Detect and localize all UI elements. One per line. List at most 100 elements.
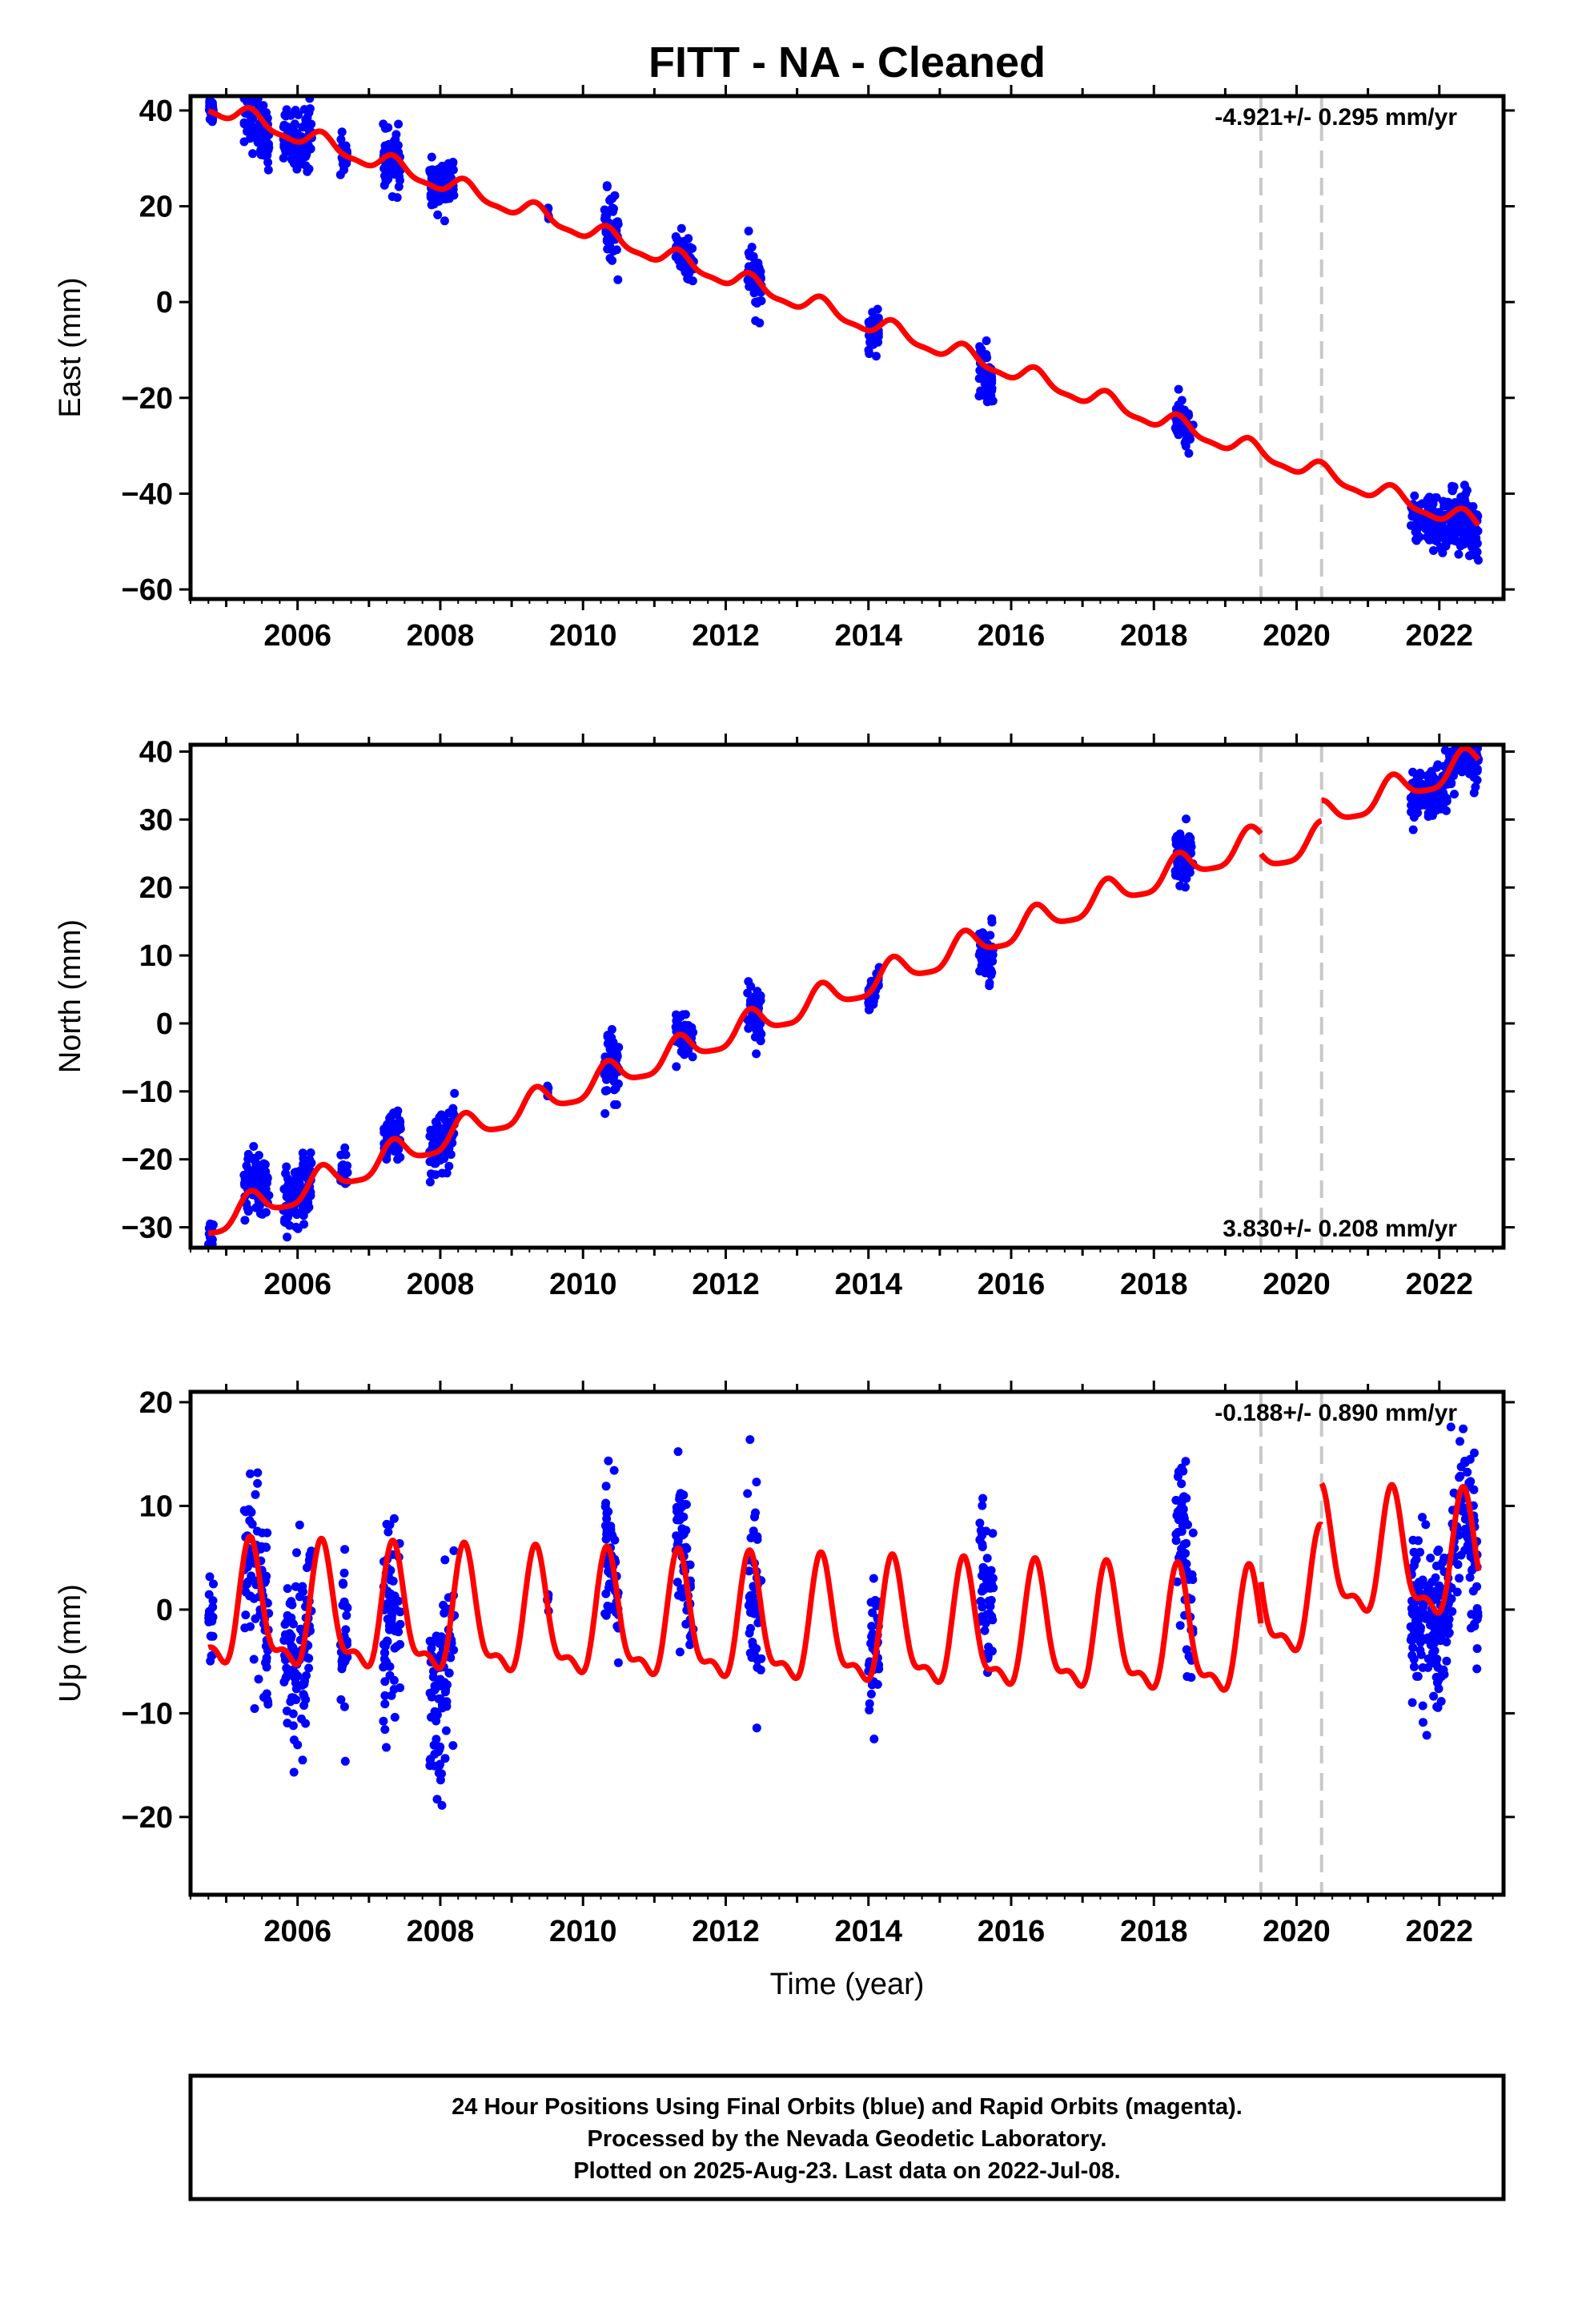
model-segment xyxy=(206,823,1263,1236)
data-point xyxy=(431,166,440,175)
x-tick-label: 2022 xyxy=(1406,1915,1474,1948)
data-point xyxy=(870,316,880,325)
data-point xyxy=(749,253,758,262)
x-tick-label: 2012 xyxy=(692,619,760,653)
data-point xyxy=(388,1576,398,1586)
data-point xyxy=(289,159,299,168)
data-point xyxy=(747,1653,757,1663)
data-point xyxy=(1454,549,1464,559)
data-point xyxy=(867,1680,877,1690)
y-tick-label: 10 xyxy=(139,1490,173,1523)
up-panel: 2006 2008 2010 2012 2014 2016 2018 2020 2022−20−… xyxy=(54,1381,1515,1948)
data-point xyxy=(604,1064,614,1074)
model-segment xyxy=(206,1534,1264,1693)
data-point xyxy=(604,1605,614,1614)
data-point xyxy=(1419,1718,1427,1727)
data-point xyxy=(752,1049,761,1059)
data-point xyxy=(1413,1612,1423,1622)
data-point xyxy=(1177,396,1186,405)
data-point xyxy=(1437,1672,1446,1682)
data-point xyxy=(1447,1594,1456,1603)
data-point xyxy=(681,1526,691,1535)
data-point xyxy=(978,1530,986,1540)
data-point xyxy=(301,161,311,171)
data-point xyxy=(380,171,390,180)
data-point xyxy=(1435,1581,1444,1590)
data-point xyxy=(751,1508,760,1518)
data-point xyxy=(755,318,765,328)
data-point xyxy=(393,1155,403,1164)
data-point xyxy=(978,1501,987,1510)
data-point xyxy=(1414,1583,1423,1593)
data-point xyxy=(432,1795,442,1804)
model-segment xyxy=(1319,1482,1482,1616)
data-point xyxy=(1186,1673,1196,1683)
data-point xyxy=(450,1088,460,1098)
data-point xyxy=(1415,1547,1425,1557)
x-tick-label: 2020 xyxy=(1263,1268,1331,1301)
data-point xyxy=(613,275,623,284)
data-point xyxy=(241,1610,251,1620)
data-point xyxy=(974,392,984,400)
data-point xyxy=(247,1571,256,1581)
data-point xyxy=(1173,1472,1182,1482)
data-point xyxy=(336,1150,346,1160)
x-tick-label: 2006 xyxy=(263,1915,331,1948)
data-point xyxy=(436,1742,445,1751)
y-tick-label: 0 xyxy=(156,286,173,320)
data-point xyxy=(243,1204,252,1213)
data-point xyxy=(252,1526,262,1536)
data-point xyxy=(685,1560,695,1570)
data-point xyxy=(1471,782,1480,792)
data-point xyxy=(1177,1479,1186,1489)
data-point xyxy=(864,345,873,355)
data-point xyxy=(1410,491,1419,501)
data-point xyxy=(673,1536,683,1546)
data-point xyxy=(1468,1586,1478,1596)
data-point xyxy=(299,105,309,115)
data-point xyxy=(281,147,291,157)
data-point xyxy=(871,352,881,361)
y-tick-label: −30 xyxy=(122,1212,173,1245)
data-point xyxy=(1456,1437,1464,1446)
data-point xyxy=(866,1689,876,1699)
data-point xyxy=(873,304,882,314)
x-tick-label: 2020 xyxy=(1263,619,1331,653)
data-point xyxy=(394,1627,404,1637)
data-point xyxy=(295,1592,304,1602)
data-point xyxy=(448,1741,458,1751)
data-point xyxy=(389,1675,399,1685)
data-point xyxy=(982,1554,992,1563)
data-point xyxy=(984,1581,994,1590)
model-segment xyxy=(1258,1521,1324,1654)
data-point xyxy=(1186,842,1195,851)
data-point xyxy=(688,276,697,286)
data-point xyxy=(389,1685,399,1694)
data-point xyxy=(440,1687,450,1697)
model-curve xyxy=(206,1482,1482,1693)
data-point xyxy=(303,1158,313,1168)
data-point xyxy=(295,150,305,159)
data-point xyxy=(986,1596,995,1606)
data-point xyxy=(672,1016,681,1026)
model-segment xyxy=(1259,818,1324,866)
y-tick-label: −20 xyxy=(122,1144,173,1177)
data-point xyxy=(745,1597,755,1606)
data-point xyxy=(1172,1577,1182,1586)
data-point xyxy=(1466,1623,1476,1633)
data-point xyxy=(442,1168,452,1178)
data-point xyxy=(285,1598,295,1608)
data-point xyxy=(674,1590,683,1600)
data-point xyxy=(389,1514,399,1523)
data-point xyxy=(609,1466,619,1475)
data-point xyxy=(1181,1457,1191,1466)
data-point xyxy=(1188,1528,1198,1538)
data-point xyxy=(1447,486,1457,496)
data-point xyxy=(379,163,389,173)
data-point xyxy=(1418,499,1427,509)
y-tick-label: 10 xyxy=(139,939,173,973)
data-point xyxy=(436,1110,446,1120)
data-point xyxy=(1472,1614,1482,1623)
data-point xyxy=(289,1767,299,1777)
data-point xyxy=(602,181,612,191)
